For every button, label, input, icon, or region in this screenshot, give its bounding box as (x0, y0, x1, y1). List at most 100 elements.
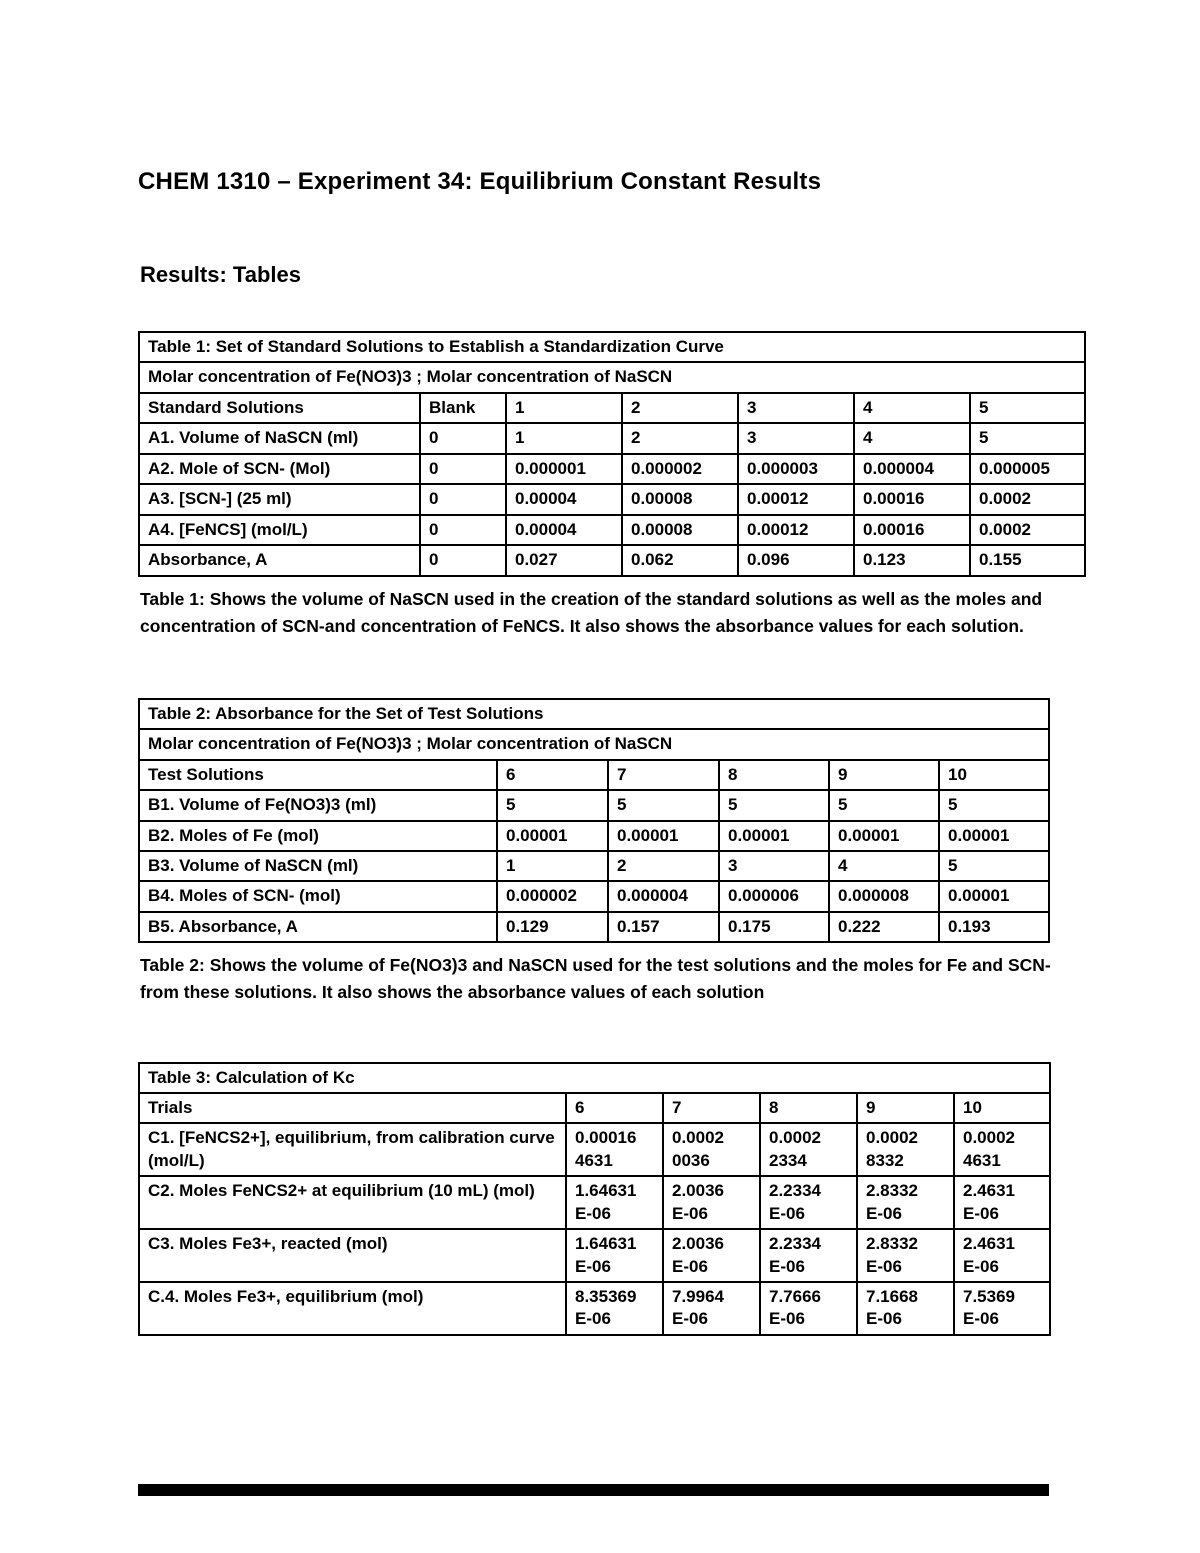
table1-cell: 0.000002 (621, 452, 739, 486)
table2-cell: 8 (718, 758, 830, 792)
table1-cell: 0.00016 (853, 483, 971, 516)
table2-cell: 0.157 (607, 910, 720, 944)
table2-cell: 0.00001 (496, 819, 609, 852)
table1-row: A4. [FeNCS] (mol/L) 0 0.00004 0.00008 0.0001… (138, 513, 1087, 547)
table1-cell: 4 (853, 391, 971, 425)
table1-cell: 0.00016 (853, 513, 971, 547)
table3-row-label: C3. Moles Fe3+, reacted (mol) (138, 1228, 567, 1283)
table1-cell: 0.00004 (505, 483, 623, 516)
table2-cell: 0.000002 (496, 880, 609, 913)
table3-row: C.4. Moles Fe3+, equilibrium (mol) 8.3536… (138, 1281, 1052, 1336)
table3-cell: 0.0002 2334 (759, 1122, 858, 1178)
table1-cell: 0.0002 (968, 513, 1087, 547)
table2-row: B4. Moles of SCN- (mol) 0.000002 0.000004 0… (138, 880, 1051, 913)
table1-title-row: Table 1: Set of Standard Solutions to Es… (137, 330, 1087, 364)
table1-header-row: Standard Solutions Blank 1 2 3 4 5 (138, 391, 1087, 425)
table2-cell: 5 (718, 789, 830, 822)
table1-cell: 0.00012 (737, 483, 855, 516)
table1-row: A1. Volume of NaSCN (ml) 0 1 2 3 4 5 (138, 422, 1087, 455)
table2-cell: 0.000008 (828, 880, 940, 913)
table3-cell: 2.4631 E-06 (952, 1175, 1052, 1231)
table3-row: C3. Moles Fe3+, reacted (mol) 1.64631 E-0… (138, 1228, 1052, 1283)
table1-cell: 1 (505, 391, 623, 425)
table2-subtitle: Molar concentration of Fe(NO3)3 ; Molar … (137, 728, 1051, 761)
table3-header-row: Trials 6 7 8 9 10 (138, 1091, 1052, 1125)
table1-cell: 0.000005 (968, 452, 1087, 486)
table1-row-label: Standard Solutions (138, 391, 421, 425)
table3-title-row: Table 3: Calculation of Kc (137, 1061, 1052, 1094)
table1-row-label: A3. [SCN-] (25 ml) (138, 483, 421, 516)
table3-cell: 8.35369 E-06 (565, 1281, 664, 1336)
table3-row-label: C2. Moles FeNCS2+ at equilibrium (10 mL)… (138, 1175, 567, 1231)
table1-cell: 4 (853, 422, 971, 455)
table-1-caption: Table 1: Shows the volume of NaSCN used … (140, 588, 1043, 636)
table2-row: B5. Absorbance, A 0.129 0.157 0.175 0.222 0.1… (138, 910, 1051, 944)
table1-cell: 0 (419, 483, 507, 516)
table3-row-label: C1. [FeNCS2+], equilibrium, from calibra… (138, 1122, 567, 1178)
table3-cell: 1.64631 E-06 (565, 1228, 664, 1283)
table1-row: Absorbance, A 0 0.027 0.062 0.096 0.123 0.155 (138, 544, 1087, 577)
table3-title: Table 3: Calculation of Kc (137, 1061, 1052, 1094)
table-3-kc-calculation: Table 3: Calculation of Kc Trials 6 7 8 9 10 C1… (137, 1061, 1052, 1336)
table1-cell: 0.062 (621, 544, 739, 577)
table1-cell: 0 (419, 544, 507, 577)
table3-cell: 9 (856, 1091, 955, 1125)
table2-row-label: Test Solutions (138, 758, 498, 792)
table1-cell: 0.0002 (968, 483, 1087, 516)
table2-title-row: Table 2: Absorbance for the Set of Test … (137, 697, 1051, 731)
table1-cell: 0.000001 (505, 452, 623, 486)
table1-cell: 0.00008 (621, 513, 739, 547)
table2-cell: 0.000004 (607, 880, 720, 913)
table2-cell: 0.129 (496, 910, 609, 944)
table3-cell: 7.5369 E-06 (952, 1281, 1052, 1336)
table1-cell: 0.123 (853, 544, 971, 577)
section-heading: Results: Tables (140, 262, 301, 287)
table3-row-label: C.4. Moles Fe3+, equilibrium (mol) (138, 1281, 567, 1336)
table2-row-label: B5. Absorbance, A (138, 910, 498, 944)
table1-cell: 2 (621, 391, 739, 425)
table2-cell: 0.00001 (607, 819, 720, 852)
table3-row: C1. [FeNCS2+], equilibrium, from calibra… (138, 1122, 1052, 1178)
table2-cell: 5 (496, 789, 609, 822)
table2-cell: 0.00001 (937, 880, 1051, 913)
table-1-standard-solutions: Table 1: Set of Standard Solutions to Es… (137, 330, 1087, 577)
table1-subtitle: Molar concentration of Fe(NO3)3 ; Molar … (137, 361, 1087, 394)
table1-cell: 0 (419, 452, 507, 486)
document-title: CHEM 1310 – Experiment 34: Equilibrium C… (138, 168, 822, 195)
table2-subtitle-row: Molar concentration of Fe(NO3)3 ; Molar … (137, 728, 1051, 761)
table3-cell: 8 (759, 1091, 858, 1125)
table2-cell: 0.00001 (718, 819, 830, 852)
table-2-test-solutions: Table 2: Absorbance for the Set of Test … (137, 697, 1051, 944)
table1-cell: 3 (737, 422, 855, 455)
table2-cell: 7 (607, 758, 720, 792)
table1-cell: 0.000004 (853, 452, 971, 486)
table2-row-label: B1. Volume of Fe(NO3)3 (ml) (138, 789, 498, 822)
table1-cell: 0.155 (968, 544, 1087, 577)
table3-cell: 0.0002 0036 (662, 1122, 761, 1178)
table2-cell: 1 (496, 849, 609, 883)
table2-cell: 0.000006 (718, 880, 830, 913)
table2-cell: 5 (828, 789, 940, 822)
table3-row-label: Trials (138, 1091, 567, 1125)
table1-cell: 0.00008 (621, 483, 739, 516)
table1-cell: 0.027 (505, 544, 623, 577)
table1-cell: 0.00004 (505, 513, 623, 547)
table1-cell: 0.00012 (737, 513, 855, 547)
table3-cell: 7.9964 E-06 (662, 1281, 761, 1336)
table3-cell: 2.0036 E-06 (662, 1175, 761, 1231)
table1-subtitle-row: Molar concentration of Fe(NO3)3 ; Molar … (137, 361, 1087, 394)
cutoff-next-row-edge (138, 1483, 1049, 1496)
table3-cell: 2.0036 E-06 (662, 1228, 761, 1283)
table2-cell: 0.175 (718, 910, 830, 944)
table2-cell: 4 (828, 849, 940, 883)
table2-row: B3. Volume of NaSCN (ml) 1 2 3 4 5 (138, 849, 1051, 883)
table2-cell: 0.193 (937, 910, 1051, 944)
table2-cell: 9 (828, 758, 940, 792)
table2-title: Table 2: Absorbance for the Set of Test … (137, 697, 1051, 731)
table1-row-label: A4. [FeNCS] (mol/L) (138, 513, 421, 547)
table3-cell: 10 (952, 1091, 1052, 1125)
table1-cell: 2 (621, 422, 739, 455)
table3-cell: 7.7666 E-06 (759, 1281, 858, 1336)
table1-cell: 5 (968, 422, 1087, 455)
table2-cell: 3 (718, 849, 830, 883)
